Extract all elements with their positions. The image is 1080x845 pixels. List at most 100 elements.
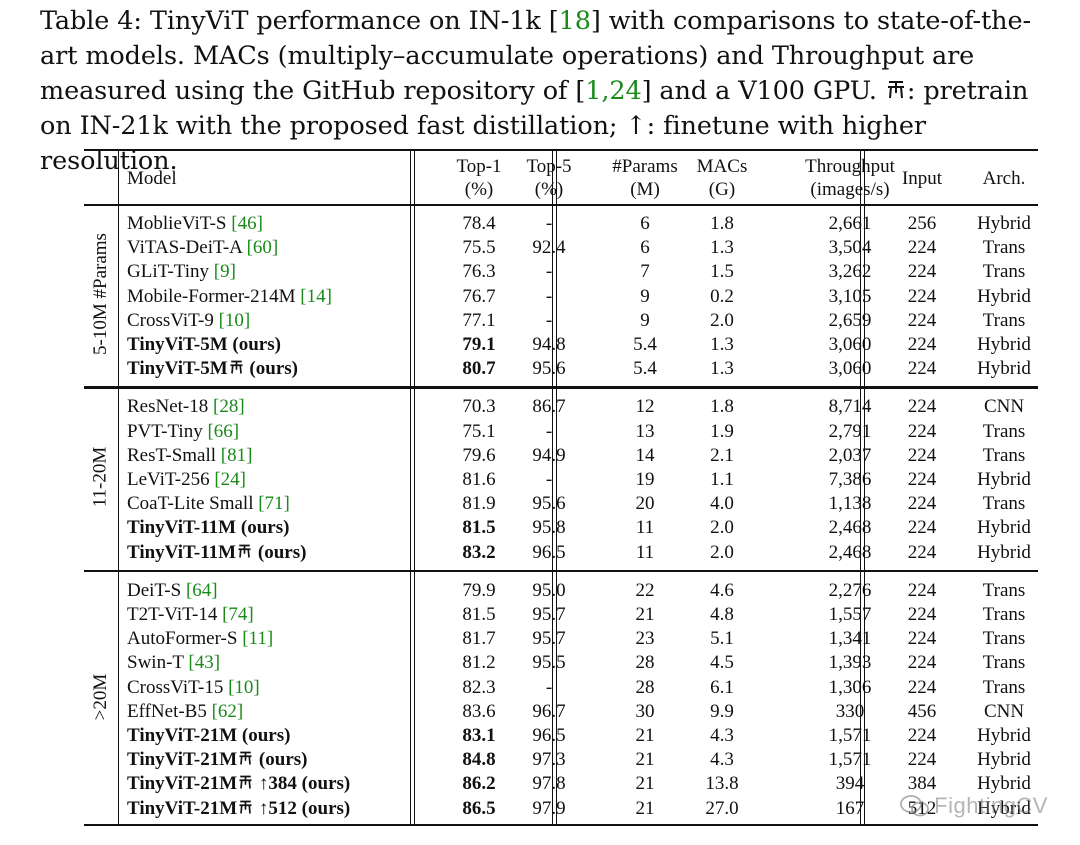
- cell-top1: 79.1: [462, 334, 496, 355]
- table-caption: Table 4: TinyViT performance on IN-1k [1…: [40, 4, 1060, 179]
- cell-macs: 1.8: [710, 213, 734, 234]
- citation-link[interactable]: [81]: [220, 444, 253, 466]
- cell-input: 224: [907, 469, 937, 490]
- model-name-text: T2T-ViT-14: [127, 604, 223, 625]
- citation-link[interactable]: [71]: [258, 493, 290, 515]
- header-line: Top-5: [526, 156, 572, 177]
- cell-arch: Trans: [982, 493, 1026, 515]
- cell-macs: 2.0: [710, 517, 734, 539]
- flask-icon: [238, 544, 251, 558]
- cell-arch: Trans: [982, 309, 1026, 331]
- cell-params: 21: [635, 749, 655, 771]
- cell-input: 224: [907, 749, 937, 771]
- model-name: ViTAS-DeiT-A [60]: [127, 236, 278, 260]
- cell-arch: Hybrid: [977, 358, 1031, 380]
- citation-link[interactable]: [24]: [214, 469, 246, 490]
- model-name: GLiT-Tiny [9]: [127, 260, 236, 284]
- cell-macs: 1.3: [710, 237, 734, 259]
- cell-input: 256: [907, 213, 937, 234]
- cell-top5: 96.7: [532, 700, 566, 722]
- cell-macs: 9.9: [710, 700, 734, 722]
- cell-arch: Trans: [982, 444, 1026, 466]
- cell-macs: 1.1: [710, 469, 734, 490]
- cell-macs: 6.1: [710, 676, 734, 698]
- model-name-text: Mobile-Former-214M: [127, 285, 301, 307]
- cell-params: 13: [635, 420, 655, 442]
- cell-input: 224: [907, 604, 937, 625]
- citation-link[interactable]: [14]: [300, 285, 332, 307]
- column-separator: [118, 151, 120, 824]
- cell-top5: 95.7: [532, 628, 566, 650]
- cell-input: 224: [907, 309, 937, 331]
- table-rule: [84, 149, 1038, 151]
- column-separator: [860, 151, 862, 824]
- cell-params: 21: [635, 797, 655, 819]
- citation-link[interactable]: [64]: [185, 579, 218, 601]
- header-line: MACs: [696, 156, 748, 177]
- header-line: Throughput: [805, 156, 895, 177]
- citation-link[interactable]: [74]: [222, 604, 254, 625]
- cell-top1: 81.9: [462, 493, 496, 515]
- model-name: Swin-T [43]: [127, 651, 220, 675]
- caption-ref-link[interactable]: 1: [585, 76, 602, 106]
- table-row: ResT-Small [81] 79.6 94.9 14 2.1 2,037 224 Tran…: [84, 444, 1038, 468]
- model-name: ResNet-18 [28]: [127, 395, 245, 419]
- cell-top1: 86.5: [462, 797, 496, 819]
- cell-input: 224: [907, 420, 937, 442]
- model-name: CoaT-Lite Small [71]: [127, 492, 290, 516]
- cell-input: 224: [907, 358, 937, 380]
- cell-macs: 4.0: [710, 493, 734, 515]
- cell-top5: -: [545, 309, 553, 331]
- header-line: #Params: [612, 156, 678, 177]
- table-row: TinyViT-21M ↑384 (ours) 86.2 97.8 21 13.8 394…: [84, 772, 1038, 796]
- citation-link[interactable]: [62]: [211, 700, 244, 722]
- model-name: AutoFormer-S [11]: [127, 627, 273, 651]
- cell-arch: Trans: [982, 652, 1026, 674]
- citation-link[interactable]: [9]: [213, 261, 236, 283]
- model-name-text: AutoFormer-S: [127, 628, 243, 650]
- cell-macs: 1.9: [710, 420, 734, 442]
- cell-top1: 77.1: [462, 309, 496, 331]
- citation-link[interactable]: [46]: [231, 213, 263, 234]
- cell-top5: 94.8: [532, 334, 566, 355]
- cell-arch: Hybrid: [977, 285, 1031, 307]
- citation-link[interactable]: [10]: [228, 676, 260, 698]
- cell-macs: 2.1: [710, 444, 734, 466]
- model-name-suffix: (ours): [244, 358, 298, 380]
- table-row: MoblieViT-S [46] 78.4-6 1.8 2,661 256 Hybrid: [84, 212, 1038, 236]
- table-row: Mobile-Former-214M [14] 76.7-9 0.2 3,105 224…: [84, 285, 1038, 309]
- cell-top1: 78.4: [462, 213, 496, 234]
- cell-top5: 97.3: [532, 749, 566, 771]
- caption-ref-link[interactable]: 18: [558, 6, 591, 36]
- column-header-macs: MACs (G): [657, 155, 787, 201]
- cell-top5: 95.8: [532, 517, 566, 539]
- cell-top1: 75.5: [462, 237, 496, 259]
- cell-thr: 394: [835, 773, 865, 795]
- model-name: ResT-Small [81]: [127, 444, 252, 468]
- cell-top1: 82.3: [462, 676, 496, 698]
- citation-link[interactable]: [66]: [207, 420, 240, 442]
- cell-arch: Hybrid: [977, 725, 1031, 746]
- cell-arch: Trans: [982, 604, 1026, 625]
- citation-link[interactable]: [28]: [213, 396, 245, 418]
- cell-arch: Hybrid: [977, 749, 1031, 771]
- cell-top1: 76.3: [462, 261, 496, 283]
- caption-ref-link[interactable]: 24: [609, 76, 642, 106]
- citation-link[interactable]: [60]: [246, 237, 279, 259]
- cell-input: 224: [907, 334, 937, 355]
- cell-params: 20: [635, 493, 655, 515]
- header-unit: (%): [464, 179, 494, 200]
- citation-link[interactable]: [43]: [188, 652, 221, 674]
- citation-link[interactable]: [10]: [218, 309, 251, 331]
- citation-link[interactable]: [11]: [242, 628, 274, 650]
- cell-top5: -: [545, 213, 553, 234]
- cell-params: 6: [640, 237, 650, 259]
- column-header-name: Model: [127, 167, 177, 190]
- model-name: T2T-ViT-14 [74]: [127, 603, 254, 627]
- model-name: TinyViT-11M (ours): [127, 516, 289, 540]
- cell-top5: 92.4: [532, 237, 566, 259]
- table-rule: [84, 569, 1038, 573]
- header-line: Model: [127, 168, 177, 189]
- table-row: CrossViT-9 [10] 77.1-9 2.0 2,659 224 Trans: [84, 309, 1038, 333]
- model-name-text: EffNet-B5: [127, 700, 212, 722]
